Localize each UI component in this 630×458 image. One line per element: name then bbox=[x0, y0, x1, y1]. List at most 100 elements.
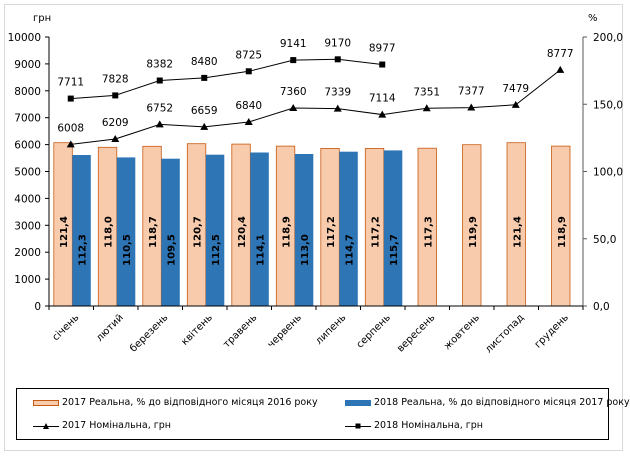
bar-data-label: 121,4 bbox=[59, 216, 70, 248]
line-data-label: 8382 bbox=[146, 59, 173, 71]
category-label: червень bbox=[266, 312, 304, 350]
legend-item-2017-real: 2017 Реальна, % до відповідного місяця 2… bbox=[33, 397, 318, 408]
line-data-label: 8480 bbox=[191, 56, 218, 68]
bar-data-label: 119,9 bbox=[468, 216, 479, 248]
left-axis-tick-label: 5000 bbox=[14, 167, 41, 179]
bar-data-label: 110,5 bbox=[122, 234, 133, 266]
legend-item-2018-real: 2018 Реальна, % до відповідного місяця 2… bbox=[345, 397, 630, 408]
bar-data-label: 117,2 bbox=[326, 216, 337, 248]
category-label: лютий bbox=[94, 312, 126, 344]
square-marker bbox=[67, 95, 74, 102]
triangle-marker bbox=[289, 104, 298, 112]
bar-data-label: 114,1 bbox=[256, 234, 267, 266]
bar-2018-real bbox=[72, 155, 91, 306]
triangle-marker bbox=[422, 104, 431, 112]
bar-2018-real bbox=[383, 150, 403, 306]
line-data-label: 6008 bbox=[57, 122, 84, 134]
left-axis-tick-label: 3000 bbox=[14, 220, 41, 232]
legend-swatch-blue bbox=[345, 399, 371, 406]
category-label: серпень bbox=[355, 312, 393, 350]
line-data-label: 8725 bbox=[235, 49, 262, 61]
bar-data-label: 112,5 bbox=[211, 234, 222, 266]
right-axis-tick-label: 200,0 bbox=[593, 32, 623, 44]
legend-item-2017-nominal: 2017 Номінальна, грн bbox=[33, 420, 171, 431]
line-2018-nominal bbox=[70, 58, 383, 100]
line-data-label: 7828 bbox=[102, 73, 129, 85]
category-label: листопад bbox=[483, 312, 526, 355]
lines-layer: 6008 6209 6752 6659 6840 7360 7339 7114 7351 7377… bbox=[57, 37, 574, 148]
bar-2018-real bbox=[116, 157, 136, 306]
legend-line-triangle-icon bbox=[33, 421, 59, 431]
triangle-marker bbox=[200, 122, 209, 130]
bar-data-label: 113,0 bbox=[300, 234, 311, 266]
bar-data-label: 112,3 bbox=[78, 234, 89, 266]
bar-2018-real bbox=[250, 152, 269, 306]
left-axis-tick-label: 0 bbox=[34, 301, 41, 313]
bar-2018-real bbox=[205, 154, 225, 306]
triangle-marker bbox=[66, 140, 75, 148]
triangle-marker bbox=[556, 65, 565, 73]
left-axis-tick-label: 9000 bbox=[14, 59, 41, 71]
line-data-label: 7351 bbox=[413, 86, 440, 98]
legend-label: 2017 Номінальна, грн bbox=[62, 420, 171, 431]
left-axis-tick-label: 1000 bbox=[14, 274, 41, 286]
left-axis-tick-label: 2000 bbox=[14, 247, 41, 259]
category-label: січень bbox=[50, 312, 82, 344]
square-marker bbox=[245, 68, 252, 75]
bar-data-label: 117,2 bbox=[371, 216, 382, 248]
bars-layer: 121,4 118,0 118,7 120,7 120,4 118,9 117,2 117,2… bbox=[53, 142, 571, 307]
right-axis-tick-label: 100,0 bbox=[593, 167, 623, 179]
legend-label: 2017 Реальна, % до відповідного місяця 2… bbox=[62, 397, 318, 408]
triangle-marker bbox=[111, 134, 120, 142]
triangle-marker bbox=[333, 104, 342, 112]
square-marker bbox=[156, 77, 163, 84]
line-2017-nominal bbox=[70, 69, 561, 145]
triangle-marker bbox=[378, 110, 387, 118]
legend-line-square-icon bbox=[345, 421, 371, 431]
line-data-label: 9170 bbox=[324, 37, 351, 49]
bar-2018-real bbox=[161, 158, 180, 306]
bar-data-label: 109,5 bbox=[167, 234, 178, 266]
category-label: вересень bbox=[395, 312, 437, 354]
triangle-marker bbox=[155, 120, 164, 128]
bar-data-label: 118,0 bbox=[104, 216, 115, 248]
bar-data-label: 118,7 bbox=[148, 216, 159, 248]
bar-data-label: 121,4 bbox=[512, 216, 523, 248]
bar-2018-real bbox=[294, 154, 314, 306]
category-label: травень bbox=[221, 312, 259, 350]
bar-data-label: 118,9 bbox=[557, 216, 568, 248]
line-data-label: 7377 bbox=[458, 86, 485, 98]
category-label: грудень bbox=[533, 312, 571, 350]
legend-label: 2018 Номінальна, грн bbox=[374, 420, 483, 431]
triangle-marker bbox=[244, 118, 253, 126]
bar-2018-real bbox=[339, 151, 358, 306]
legend-label: 2018 Реальна, % до відповідного місяця 2… bbox=[374, 397, 630, 408]
line-data-label: 7479 bbox=[502, 83, 529, 95]
bar-data-label: 114,7 bbox=[345, 234, 356, 266]
bar-data-label: 120,7 bbox=[193, 216, 204, 248]
triangle-marker bbox=[467, 103, 476, 111]
category-label: березень bbox=[128, 312, 170, 354]
line-data-label: 8777 bbox=[547, 48, 574, 60]
right-axis-tick-label: 0,0 bbox=[593, 301, 610, 313]
left-axis-tick-label: 10000 bbox=[8, 32, 41, 44]
line-data-label: 6659 bbox=[191, 105, 218, 117]
line-data-label: 8977 bbox=[369, 43, 396, 55]
left-axis-tick-label: 7000 bbox=[14, 113, 41, 125]
legend-item-2018-nominal: 2018 Номінальна, грн bbox=[345, 420, 483, 431]
line-data-label: 7114 bbox=[369, 93, 396, 105]
right-axis-tick-label: 150,0 bbox=[593, 99, 623, 111]
line-data-label: 7711 bbox=[57, 77, 84, 89]
square-marker bbox=[112, 92, 119, 99]
bar-data-label: 117,3 bbox=[423, 216, 434, 248]
bar-data-label: 120,4 bbox=[237, 216, 248, 248]
square-marker bbox=[201, 74, 208, 81]
triangle-marker bbox=[511, 100, 520, 108]
bar-data-label: 115,7 bbox=[389, 234, 400, 266]
square-marker bbox=[379, 61, 386, 68]
line-data-label: 6209 bbox=[102, 117, 129, 129]
square-marker bbox=[290, 57, 297, 64]
line-data-label: 7360 bbox=[280, 86, 307, 98]
left-axis-tick-label: 8000 bbox=[14, 86, 41, 98]
